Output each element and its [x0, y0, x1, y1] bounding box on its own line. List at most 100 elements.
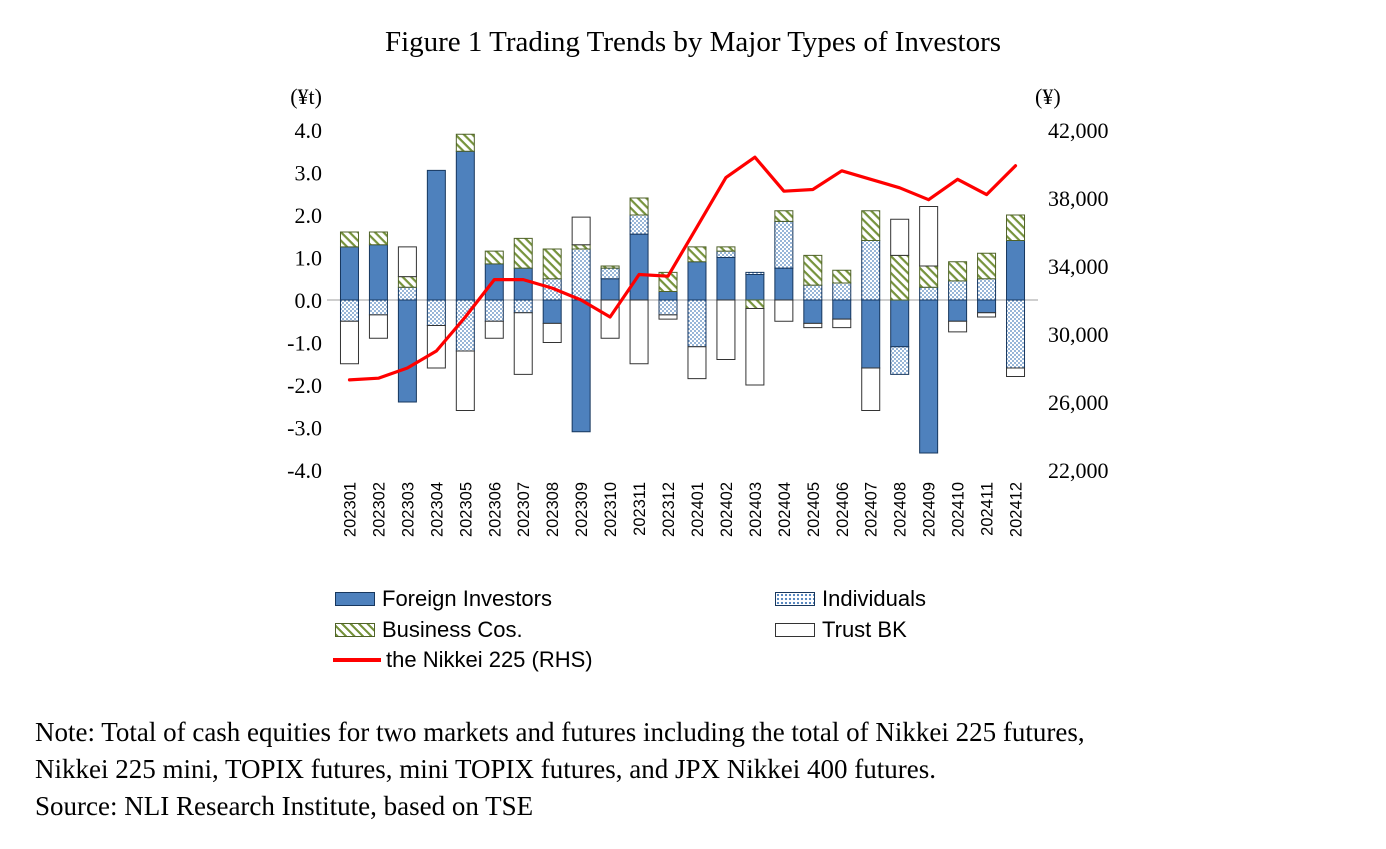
bar-segment [687, 299, 707, 348]
bar-segment [426, 169, 446, 301]
bar-segment [484, 320, 504, 339]
bar-segment [832, 282, 852, 301]
bar-segment [977, 312, 997, 318]
svg-text:202409: 202409 [921, 482, 939, 537]
bar-segment [368, 314, 388, 339]
svg-text:202301: 202301 [341, 482, 359, 537]
bar-segment [745, 308, 765, 386]
svg-text:202310: 202310 [602, 482, 620, 537]
business-cos-swatch-icon [335, 623, 375, 637]
bar-segment [513, 237, 533, 269]
bar-segment [977, 299, 997, 314]
svg-text:202311: 202311 [631, 482, 649, 536]
bar-segment [803, 322, 823, 329]
svg-text:202410: 202410 [950, 482, 968, 537]
legend-item-individuals: Individuals [775, 586, 926, 612]
bar-segment [426, 299, 446, 326]
svg-text:-2.0: -2.0 [287, 373, 322, 398]
svg-text:202403: 202403 [747, 482, 765, 537]
bar-segment [1006, 214, 1026, 241]
legend-label-trust: Trust BK [822, 617, 907, 642]
bar-segment [368, 299, 388, 316]
svg-text:22,000: 22,000 [1048, 458, 1109, 483]
bar-segment [658, 314, 678, 320]
svg-text:202404: 202404 [776, 482, 794, 537]
svg-text:202407: 202407 [863, 482, 881, 537]
svg-text:30,000: 30,000 [1048, 322, 1109, 347]
nikkei-line [347, 155, 1018, 382]
legend-label-nikkei: the Nikkei 225 (RHS) [386, 647, 593, 672]
svg-text:4.0: 4.0 [295, 118, 323, 143]
bar-segment [803, 284, 823, 301]
month-labels: 202301 202302 202303 202304 202305 202306 2023… [341, 482, 1025, 537]
svg-text:202411: 202411 [979, 482, 997, 536]
bar-segment [890, 299, 910, 348]
bar-segment [542, 299, 562, 324]
svg-text:34,000: 34,000 [1048, 254, 1109, 279]
bar-segment [339, 320, 359, 365]
bar-segment [600, 278, 620, 301]
svg-text:202306: 202306 [486, 482, 504, 537]
bar-segment [571, 244, 591, 250]
svg-text:202305: 202305 [457, 482, 475, 537]
bar-segment [948, 299, 968, 322]
bar-segment [803, 299, 823, 324]
bar-segment [861, 210, 881, 241]
svg-text:-1.0: -1.0 [287, 331, 322, 356]
bar-segment [687, 246, 707, 263]
bar-segment [629, 214, 649, 235]
bar-segment [774, 210, 794, 222]
bar-segment [455, 350, 475, 411]
foreign-investors-swatch-icon [335, 592, 375, 606]
bar-segment [339, 231, 359, 248]
bar-segment [977, 252, 997, 280]
bar-segment [774, 299, 794, 322]
bar-segment [919, 299, 939, 454]
note-line-2: Nikkei 225 mini, TOPIX futures, mini TOP… [35, 754, 936, 784]
svg-text:202402: 202402 [718, 482, 736, 537]
bar-segment [542, 248, 562, 280]
bar-segment [629, 233, 649, 301]
bar-segment [368, 244, 388, 301]
bar-segment [745, 274, 765, 301]
bar-segment [803, 254, 823, 286]
bar-segment [542, 322, 562, 343]
svg-text:1.0: 1.0 [295, 246, 323, 271]
chart-title: Figure 1 Trading Trends by Major Types o… [384, 26, 1002, 58]
legend-item-foreign: Foreign Investors [335, 586, 552, 612]
svg-text:26,000: 26,000 [1048, 390, 1109, 415]
bar-segment [513, 267, 533, 301]
bar-segment [919, 286, 939, 301]
svg-text:202408: 202408 [892, 482, 910, 537]
bar-segment [368, 231, 388, 246]
bar-segment [455, 150, 475, 301]
bar-segment [571, 299, 591, 433]
svg-text:202302: 202302 [370, 482, 388, 537]
bar-segment [484, 250, 504, 265]
svg-text:202412: 202412 [1008, 482, 1026, 537]
bar-segment [948, 320, 968, 333]
bar-segment [919, 206, 939, 267]
bar-segment [658, 291, 678, 301]
svg-text:(¥): (¥) [1035, 84, 1061, 109]
bar-segment [745, 299, 765, 309]
trust-bk-swatch-icon [775, 623, 815, 637]
svg-text:42,000: 42,000 [1048, 118, 1109, 143]
bar-segment [890, 346, 910, 375]
bar-segment [1006, 240, 1026, 301]
svg-text:38,000: 38,000 [1048, 186, 1109, 211]
individuals-swatch-icon [775, 592, 815, 606]
bar-segment [861, 240, 881, 301]
bar-segment [339, 246, 359, 301]
bar-segment [687, 346, 707, 380]
bar-segment [745, 271, 765, 275]
svg-text:202401: 202401 [689, 482, 707, 537]
svg-text:202406: 202406 [834, 482, 852, 537]
svg-text:202303: 202303 [399, 482, 417, 537]
svg-text:(¥t): (¥t) [290, 84, 322, 109]
bar-segment [397, 286, 417, 301]
bar-segment [600, 265, 620, 269]
legend-label-individuals: Individuals [822, 586, 926, 611]
svg-text:3.0: 3.0 [295, 161, 323, 186]
